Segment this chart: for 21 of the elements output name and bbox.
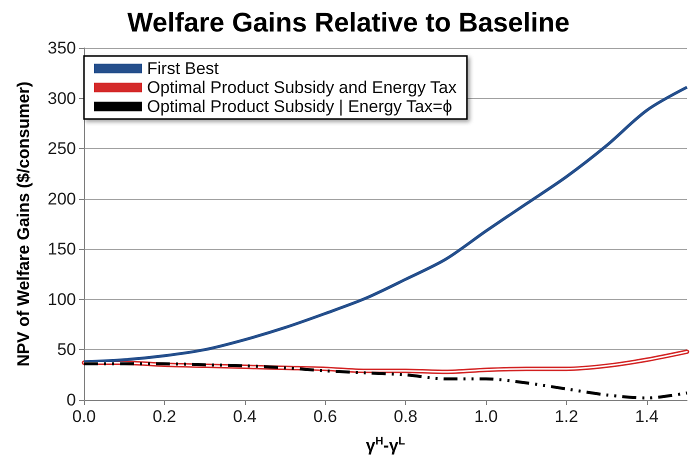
- chart-title: Welfare Gains Relative to Baseline: [127, 8, 570, 38]
- y-tick-label: 50: [57, 340, 76, 360]
- y-axis-title: NPV of Welfare Gains ($/consumer): [14, 82, 33, 366]
- x-tick-label: 0.4: [232, 407, 257, 426]
- y-tick-label: 150: [48, 240, 76, 259]
- y-tick-label: 350: [48, 38, 76, 58]
- legend-label: First Best: [147, 59, 220, 78]
- x-tick-label: 1.0: [474, 407, 498, 426]
- y-tick-label: 200: [48, 189, 76, 208]
- x-tick-label: 0.8: [394, 407, 418, 426]
- y-tick-label: 0: [66, 390, 76, 410]
- x-tick-label: 0.2: [152, 407, 176, 426]
- y-tick-label: 100: [48, 290, 76, 309]
- x-tick-label: 0.6: [313, 407, 338, 426]
- x-tick-label: 1.2: [554, 407, 578, 426]
- x-tick-label: 1.4: [634, 407, 659, 426]
- y-tick-label: 300: [48, 88, 76, 108]
- x-tick-label: 0.0: [72, 407, 96, 426]
- legend-label: Optimal Product Subsidy | Energy Tax=ϕ: [147, 97, 452, 116]
- y-tick-label: 250: [48, 139, 76, 158]
- legend-label: Optimal Product Subsidy and Energy Tax: [147, 78, 458, 97]
